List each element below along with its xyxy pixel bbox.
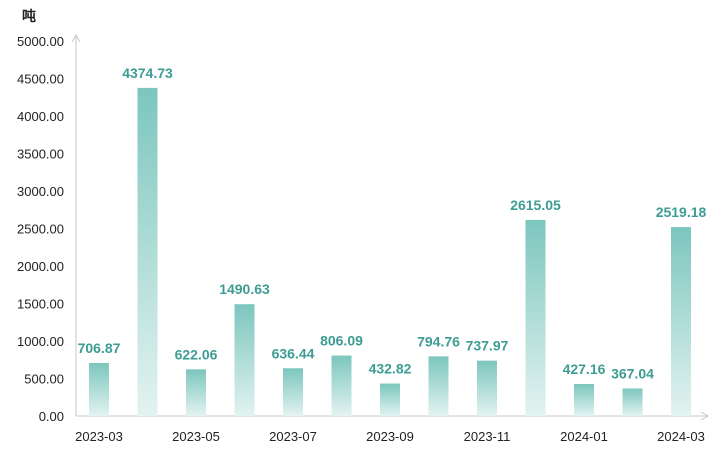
- data-label: 794.76: [417, 333, 460, 349]
- y-axis-arrow: [71, 33, 81, 43]
- data-label: 806.09: [320, 333, 363, 349]
- bar: [186, 369, 206, 416]
- y-tick-label: 1000.00: [17, 334, 64, 349]
- y-tick-label: 2500.00: [17, 222, 64, 237]
- data-label: 367.04: [611, 365, 654, 381]
- y-tick-label: 5000.00: [17, 34, 64, 49]
- bar: [525, 219, 546, 416]
- data-labels: 706.87 4374.73 622.06 1490.63 636.44 806.09 43…: [78, 65, 707, 382]
- data-label: 2615.05: [510, 197, 561, 213]
- y-tick-label: 3000.00: [17, 184, 64, 199]
- bar: [622, 388, 643, 416]
- bars: [89, 87, 691, 416]
- data-label: 2519.18: [656, 204, 707, 220]
- y-tick-label: 4500.00: [17, 72, 64, 87]
- data-label: 432.82: [369, 361, 412, 377]
- x-tick-label: 2023-05: [172, 429, 220, 444]
- x-tick-label: 2024-01: [560, 429, 608, 444]
- data-label: 622.06: [175, 346, 218, 362]
- bar: [671, 227, 691, 416]
- data-label: 427.16: [563, 361, 606, 377]
- x-tick-label: 2023-07: [269, 429, 317, 444]
- bar: [331, 355, 352, 416]
- bar: [283, 368, 303, 416]
- y-axis-ticks: 0.00 500.00 1000.00 1500.00 2000.00 2500.00 30…: [17, 34, 64, 424]
- y-tick-label: 500.00: [24, 372, 64, 387]
- data-label: 706.87: [78, 340, 121, 356]
- x-axis-ticks: 2023-03 2023-05 2023-07 2023-09 2023-11 2024-…: [75, 429, 705, 444]
- x-tick-label: 2024-03: [657, 429, 705, 444]
- data-label: 4374.73: [122, 65, 173, 81]
- bar: [380, 383, 400, 416]
- data-label: 1490.63: [219, 281, 270, 297]
- bar: [137, 87, 158, 416]
- bar: [574, 383, 594, 416]
- data-label: 636.44: [272, 345, 315, 361]
- y-tick-label: 1500.00: [17, 297, 64, 312]
- x-axis-arrow: [700, 411, 710, 421]
- x-tick-label: 2023-11: [464, 429, 511, 444]
- unit-label: 吨: [22, 8, 36, 24]
- bar: [428, 356, 449, 416]
- data-label: 737.97: [466, 338, 509, 354]
- y-tick-label: 4000.00: [17, 109, 64, 124]
- x-tick-label: 2023-09: [366, 429, 414, 444]
- bar: [477, 360, 497, 416]
- y-tick-label: 0.00: [39, 409, 64, 424]
- bar: [234, 304, 255, 416]
- y-tick-label: 2000.00: [17, 259, 64, 274]
- bar: [89, 362, 109, 416]
- x-tick-label: 2023-03: [75, 429, 123, 444]
- y-tick-label: 3500.00: [17, 147, 64, 162]
